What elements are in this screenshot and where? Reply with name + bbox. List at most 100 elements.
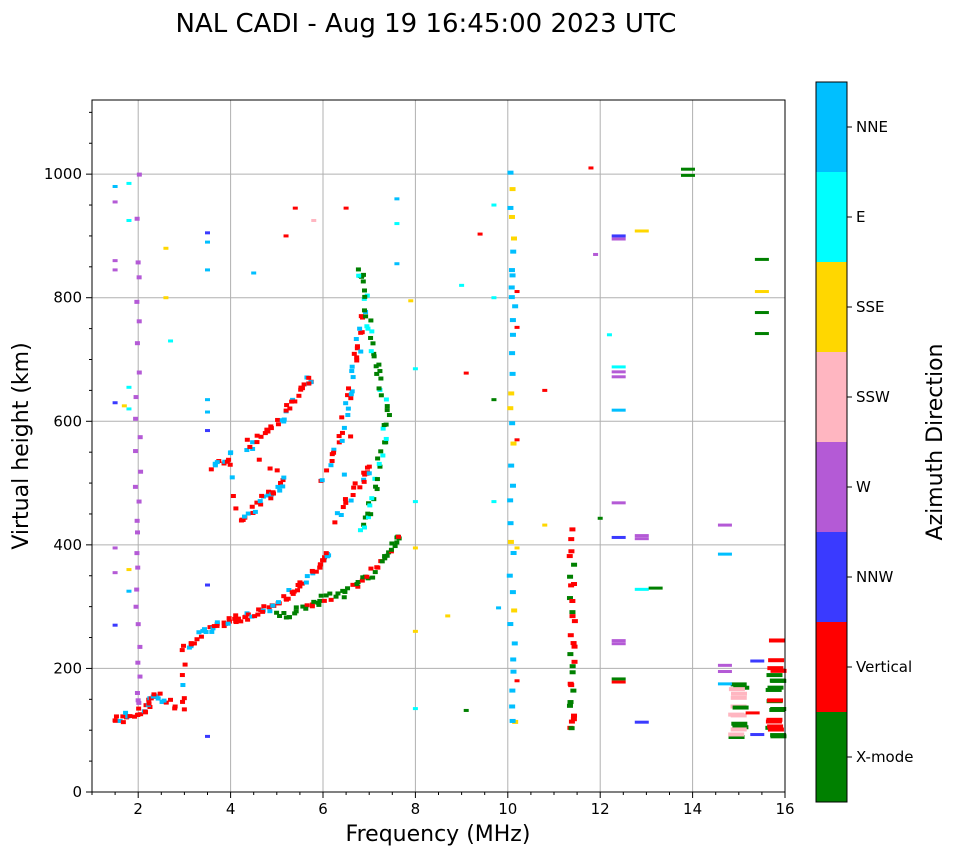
echo-point bbox=[378, 376, 384, 381]
echo-point bbox=[298, 385, 304, 390]
colorbar-segment bbox=[816, 352, 847, 442]
echo-point bbox=[225, 621, 231, 626]
echo-point bbox=[510, 551, 517, 556]
echo-point bbox=[508, 295, 515, 300]
echo-point bbox=[120, 714, 126, 719]
echo-point bbox=[730, 695, 747, 700]
echo-point bbox=[233, 619, 239, 624]
echo-point bbox=[365, 511, 371, 516]
echo-point bbox=[284, 403, 290, 408]
echo-point bbox=[345, 586, 351, 591]
y-tick-label: 1000 bbox=[44, 165, 82, 183]
echo-point bbox=[588, 166, 594, 170]
echo-point bbox=[389, 541, 395, 546]
colorbar-segment bbox=[816, 82, 847, 172]
echo-point bbox=[257, 499, 263, 504]
echo-point bbox=[491, 500, 497, 504]
echo-point bbox=[351, 351, 357, 356]
echo-point bbox=[606, 333, 612, 337]
y-tick-label: 200 bbox=[53, 659, 82, 677]
echo-point bbox=[377, 369, 383, 374]
echo-point bbox=[135, 712, 141, 717]
echo-point bbox=[137, 674, 143, 679]
echo-points bbox=[112, 166, 787, 739]
echo-point bbox=[463, 371, 469, 375]
echo-point bbox=[339, 430, 345, 435]
echo-point bbox=[126, 181, 132, 185]
echo-point bbox=[222, 622, 228, 627]
echo-point bbox=[412, 546, 418, 550]
echo-point bbox=[345, 393, 351, 398]
echo-point bbox=[327, 591, 333, 596]
echo-point bbox=[181, 707, 187, 712]
echo-point bbox=[374, 477, 380, 482]
echo-point bbox=[368, 335, 374, 340]
echo-point bbox=[323, 593, 329, 598]
echo-point bbox=[232, 616, 238, 621]
echo-point bbox=[251, 271, 257, 275]
echo-point bbox=[318, 562, 324, 567]
echo-point bbox=[570, 688, 577, 693]
echo-point bbox=[611, 642, 626, 646]
echo-point bbox=[459, 283, 465, 287]
echo-point bbox=[135, 530, 141, 535]
echo-point bbox=[252, 614, 258, 619]
echo-point bbox=[136, 172, 142, 177]
colorbar-category-label: Vertical bbox=[856, 658, 912, 676]
echo-point bbox=[514, 325, 520, 329]
echo-point bbox=[380, 426, 386, 431]
echo-point bbox=[268, 496, 274, 501]
echo-point bbox=[172, 706, 178, 711]
echo-point bbox=[126, 407, 132, 411]
echo-point bbox=[349, 369, 355, 374]
echo-point bbox=[155, 696, 161, 701]
echo-point bbox=[226, 457, 232, 462]
echo-point bbox=[361, 522, 367, 527]
echo-point bbox=[351, 485, 357, 490]
echo-point bbox=[611, 535, 626, 539]
echo-point bbox=[354, 582, 360, 587]
echo-point bbox=[194, 637, 200, 642]
echo-point bbox=[112, 571, 118, 575]
echo-point bbox=[510, 657, 517, 662]
echo-point bbox=[126, 568, 132, 572]
echo-point bbox=[133, 604, 139, 609]
echo-point bbox=[569, 527, 576, 532]
echo-point bbox=[163, 246, 169, 250]
echo-point bbox=[258, 434, 264, 439]
echo-point bbox=[566, 703, 573, 708]
echo-point bbox=[349, 364, 355, 369]
echo-point bbox=[514, 679, 520, 683]
echo-point bbox=[283, 597, 289, 602]
echo-point bbox=[373, 484, 379, 489]
azimuth-colorbar: X-mode Vertical NNW W SSW SSE E NNE bbox=[815, 81, 913, 803]
echo-point bbox=[132, 714, 138, 719]
echo-point bbox=[250, 440, 256, 445]
echo-point bbox=[256, 457, 262, 462]
echo-point bbox=[287, 406, 293, 411]
echo-point bbox=[348, 392, 354, 397]
echo-point bbox=[510, 441, 517, 446]
echo-point bbox=[226, 616, 232, 621]
echo-point bbox=[245, 617, 251, 622]
colorbar-segment bbox=[816, 622, 847, 712]
echo-point bbox=[359, 578, 365, 583]
echo-point bbox=[354, 344, 360, 349]
echo-point bbox=[179, 673, 185, 678]
echo-point bbox=[371, 351, 377, 356]
echo-point bbox=[355, 580, 361, 585]
echo-point bbox=[364, 293, 370, 298]
echo-point bbox=[514, 546, 520, 550]
echo-point bbox=[371, 354, 377, 359]
echo-point bbox=[567, 700, 574, 705]
echo-point bbox=[341, 472, 347, 477]
echo-point bbox=[181, 696, 187, 701]
echo-point bbox=[507, 205, 514, 210]
echo-point bbox=[567, 574, 574, 579]
echo-point bbox=[508, 214, 515, 219]
echo-point bbox=[205, 410, 210, 414]
echo-point bbox=[112, 268, 118, 272]
echo-point bbox=[571, 562, 578, 567]
y-tick-label: 800 bbox=[53, 289, 82, 307]
echo-point bbox=[255, 612, 261, 617]
